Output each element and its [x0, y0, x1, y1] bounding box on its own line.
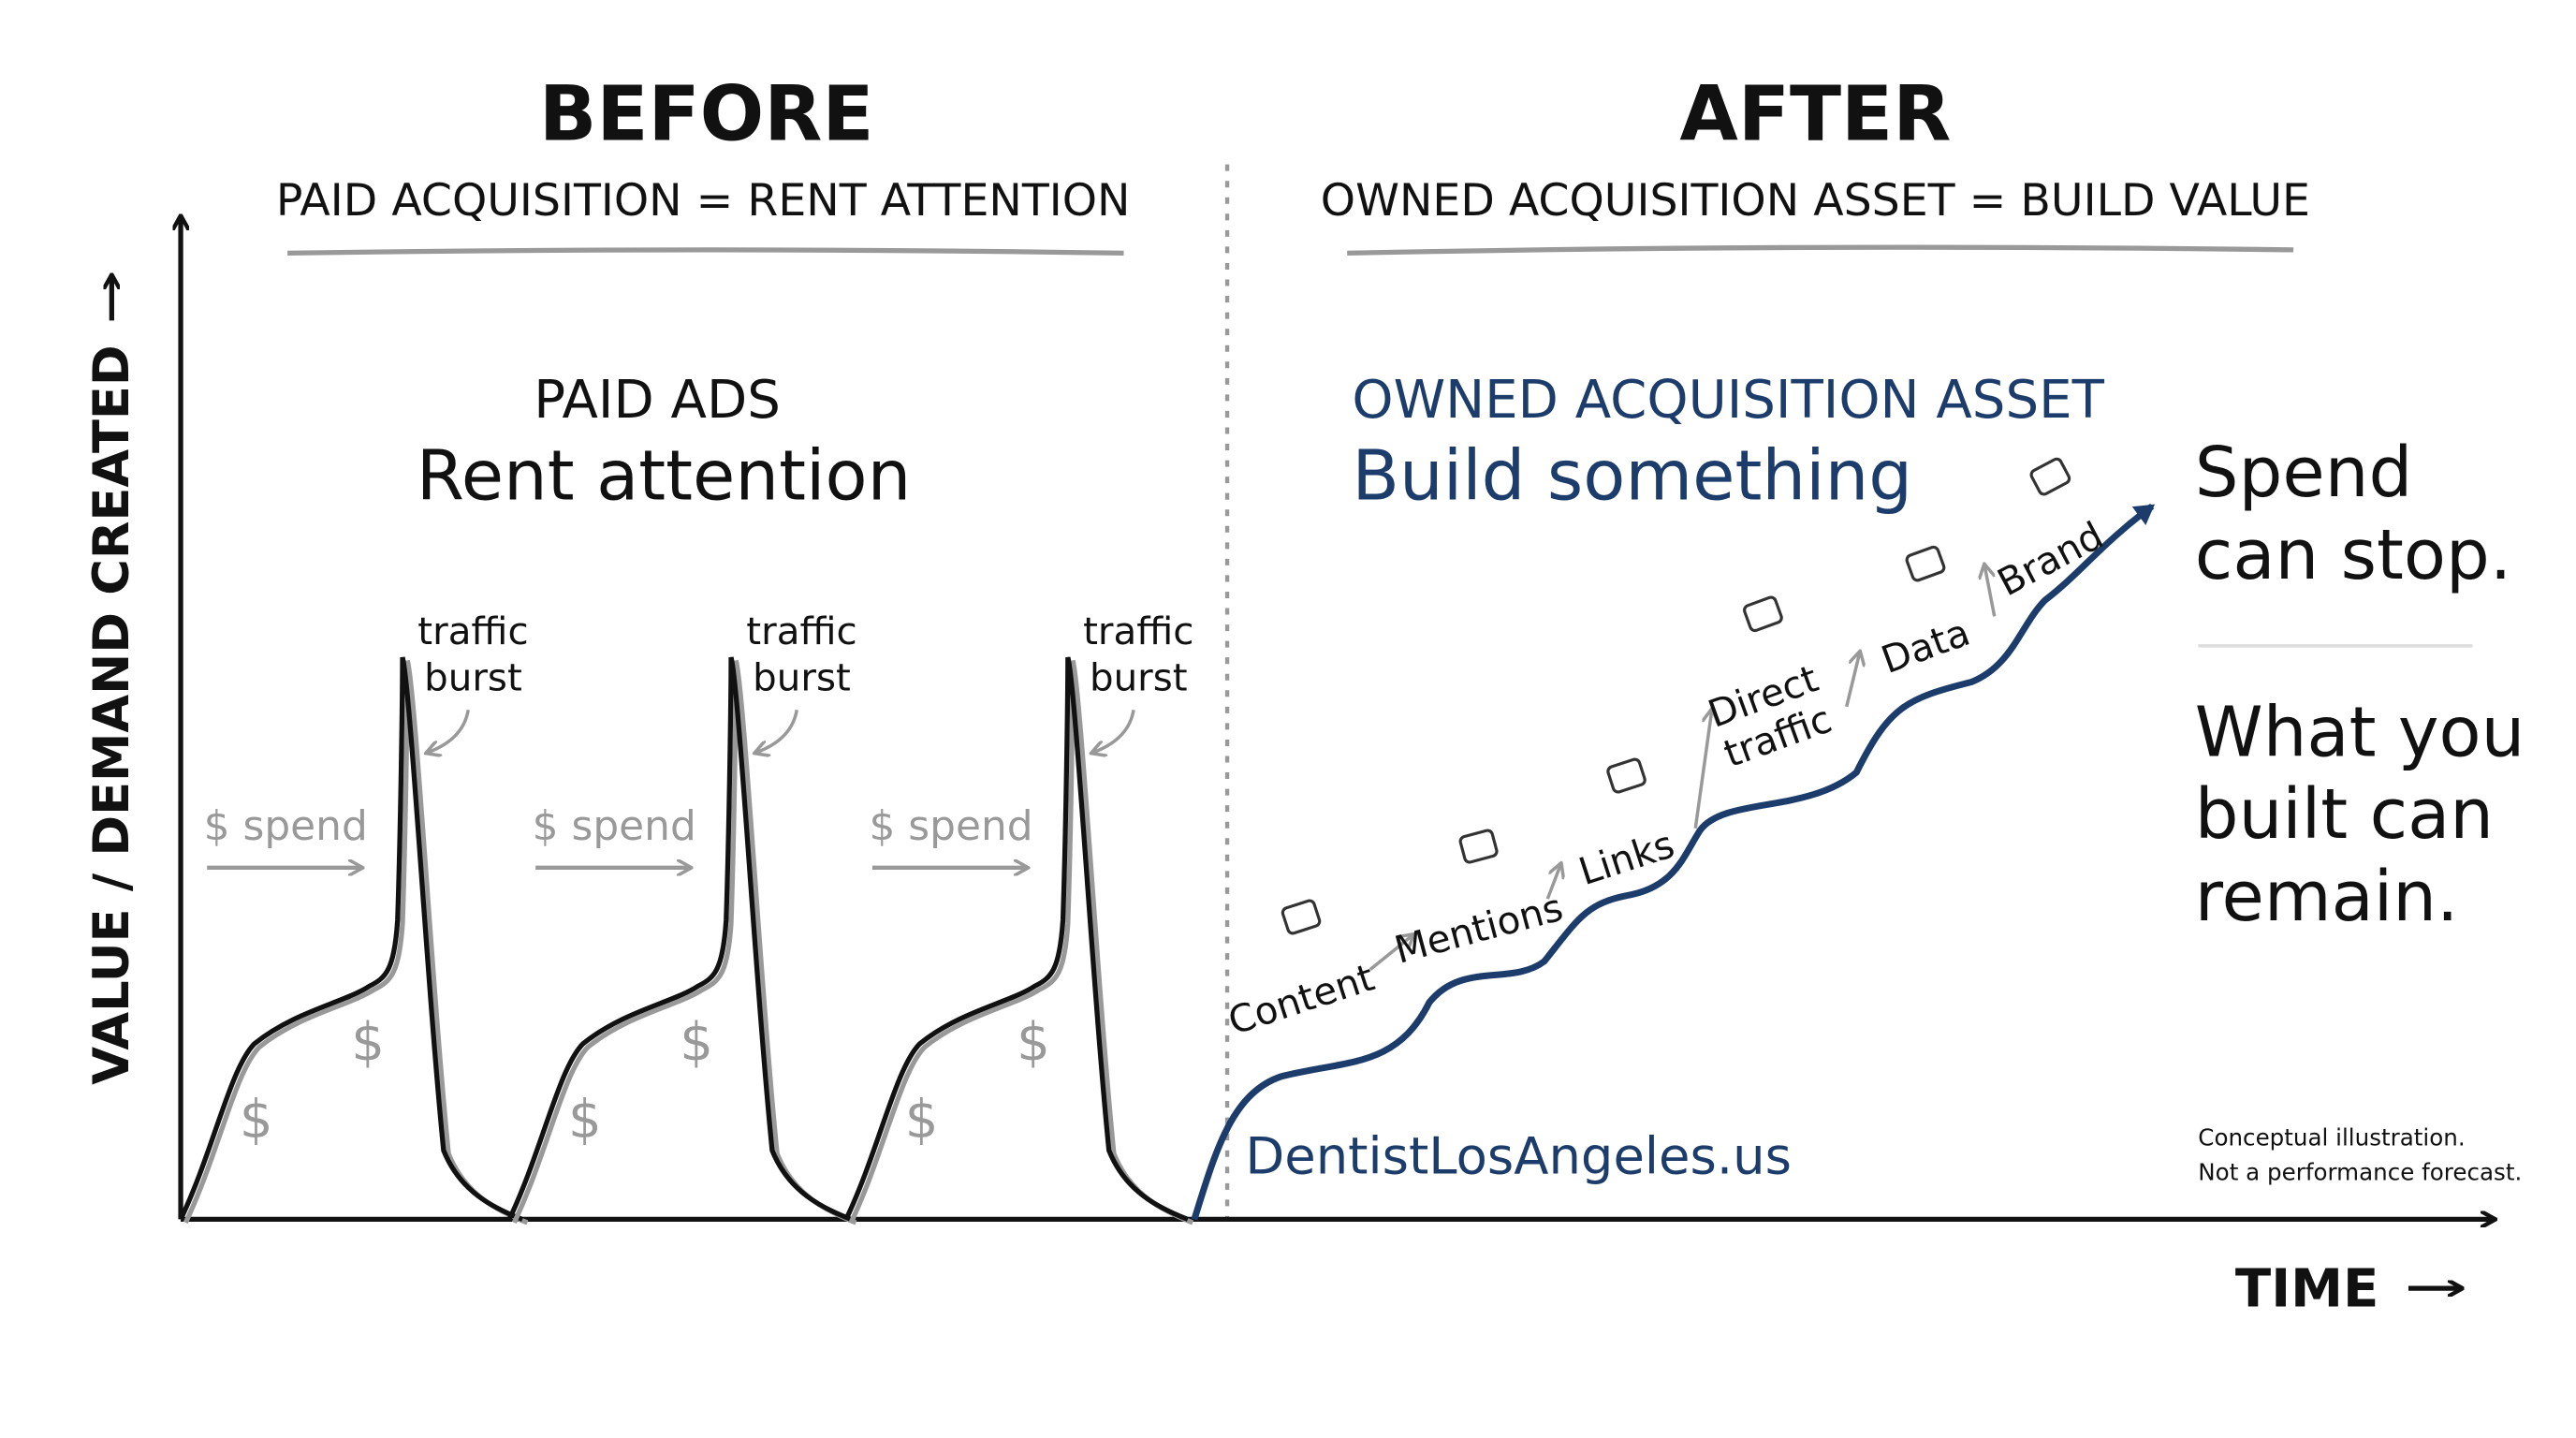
paid-subheading: Rent attention [417, 437, 911, 517]
step-label: Content [1223, 956, 1380, 1044]
after-subtitle: OWNED ACQUISITION ASSET = BUILD VALUE [1321, 175, 2310, 227]
burst: traffic burst $ spend $ $ [843, 609, 1194, 1225]
step-icon [1606, 757, 1647, 794]
burst-shadow [511, 660, 857, 1225]
site: DentistLosAngeles.us [1245, 1126, 1792, 1185]
note-line: Conceptual illustration. [2198, 1123, 2465, 1151]
burst-shadow [183, 660, 529, 1225]
step-icon [1281, 899, 1322, 935]
burst-label-line: traffic [417, 609, 528, 653]
message-line: can stop. [2195, 516, 2511, 595]
step-label-line: Content [1223, 956, 1380, 1044]
after-title: AFTER [1679, 70, 1951, 158]
note-line: Not a performance forecast. [2198, 1158, 2522, 1185]
burst-label: traffic burst [1083, 609, 1193, 699]
step-arrow [1368, 935, 1413, 972]
paid-heading: PAID ADS [534, 370, 781, 431]
step-icon [1905, 545, 1946, 582]
dollar: $ [351, 1012, 385, 1073]
message-line: Spend [2195, 433, 2412, 513]
spend-label: $ spend [869, 802, 1032, 850]
dollar: $ [1017, 1012, 1050, 1073]
step-icon [1743, 595, 1783, 633]
message-line: remain. [2195, 858, 2459, 937]
spend-label: $ spend [533, 802, 696, 850]
step-label: Brand [1991, 513, 2111, 605]
dollar: $ [680, 1012, 713, 1073]
dollar: $ [240, 1090, 273, 1151]
burst-curve [506, 656, 853, 1222]
step-arrow [1545, 864, 1560, 900]
note: Conceptual illustration. Not a performan… [2198, 1123, 2522, 1185]
step-label: Directtraffic [1703, 656, 1838, 776]
owned-heading: OWNED ACQUISITION ASSET [1352, 370, 2104, 431]
before-subtitle: PAID ACQUISITION = RENT ATTENTION [276, 175, 1131, 227]
burst-curve [843, 656, 1189, 1222]
owned-subheading: Build something [1352, 437, 1912, 517]
dollar: $ [905, 1090, 939, 1151]
step-arrow [1693, 710, 1712, 829]
step-arrow [1984, 565, 1997, 617]
message-bottom: What you built can remain. [2195, 693, 2547, 937]
message-top: Spend can stop. [2195, 433, 2511, 595]
step-arrow [1845, 653, 1860, 708]
burst-label: traffic burst [746, 609, 856, 699]
underline [1347, 244, 2294, 257]
step-icon [2029, 457, 2071, 496]
burst: traffic burst $ spend $ $ [506, 609, 857, 1225]
step-icon [1458, 829, 1499, 864]
x-axis-label: TIME [2235, 1258, 2378, 1319]
burst-label: traffic burst [417, 609, 528, 699]
burst-label-line: traffic [1083, 609, 1193, 653]
spend-label: $ spend [204, 802, 368, 850]
underline [287, 247, 1124, 257]
bursts: traffic burst$ spend$$traffic burst$ spend… [178, 609, 1194, 1225]
steps: ContentMentionsLinksDirecttrafficDataBra… [1223, 457, 2111, 1044]
step-label: Data [1876, 610, 1976, 682]
burst-pointer [755, 710, 798, 753]
burst-label-line: traffic [746, 609, 856, 653]
step-label-line: Mentions [1390, 886, 1567, 973]
step-label: Mentions [1390, 886, 1567, 973]
burst-label-line: burst [753, 655, 851, 699]
burst-label-line: burst [424, 655, 522, 699]
burst-pointer [1092, 710, 1135, 753]
step-label-line: Data [1876, 610, 1976, 682]
burst-curve [178, 656, 524, 1222]
dollar: $ [568, 1090, 602, 1151]
before-title: BEFORE [539, 70, 874, 158]
burst-pointer [427, 710, 470, 753]
step-label-line: Brand [1991, 513, 2111, 605]
burst-label-line: burst [1090, 655, 1188, 699]
message-line: built can [2195, 775, 2494, 855]
y-axis-label: VALUE / DEMAND CREATED [83, 345, 140, 1084]
burst-shadow [848, 660, 1194, 1225]
message-line: What you [2195, 693, 2525, 772]
burst: traffic burst $ spend $ $ [178, 609, 529, 1225]
owned-growth-curve [1191, 503, 2156, 1221]
